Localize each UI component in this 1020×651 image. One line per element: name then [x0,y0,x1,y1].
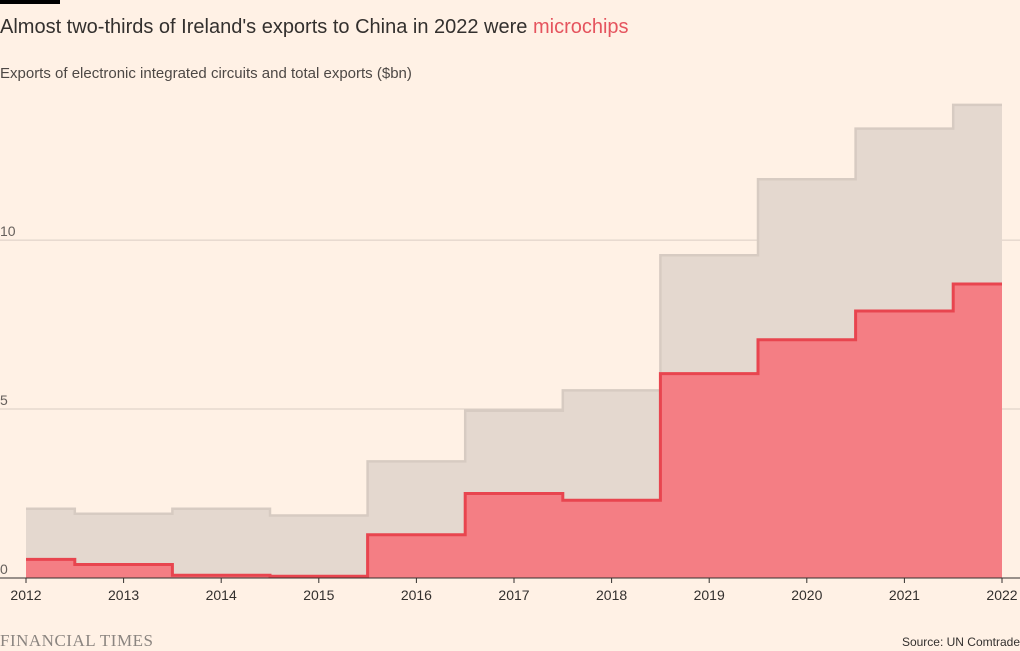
x-tick-label: 2018 [596,587,627,603]
chart-subtitle: Exports of electronic integrated circuit… [0,65,412,82]
x-tick-label: 2019 [694,587,725,603]
total-exports-line [26,103,1002,517]
y-tick-label: 0 [0,561,8,577]
x-tick-label: 2016 [401,587,432,603]
x-tick-label: 2017 [498,587,529,603]
x-tick-label: 2021 [889,587,920,603]
x-tick-label: 2020 [791,587,822,603]
y-tick-label: 5 [0,392,8,408]
x-tick-label: 2015 [303,587,334,603]
x-tick-label: 2013 [108,587,139,603]
y-tick-label: 10 [0,223,16,239]
chart-title: Almost two-thirds of Ireland's exports t… [0,16,629,39]
x-tick-label: 2014 [206,587,237,603]
chart-title-text: Almost two-thirds of Ireland's exports t… [0,16,533,38]
chart-title-highlight: microchips [532,16,629,38]
x-tick-label: 2012 [10,587,41,603]
ft-logo: FINANCIAL TIMES [0,631,154,650]
microchips-line [26,282,1002,578]
source-note: Source: UN Comtrade [901,635,1020,649]
brand-top-bar [0,0,60,4]
x-tick-label: 2022 [986,587,1017,603]
